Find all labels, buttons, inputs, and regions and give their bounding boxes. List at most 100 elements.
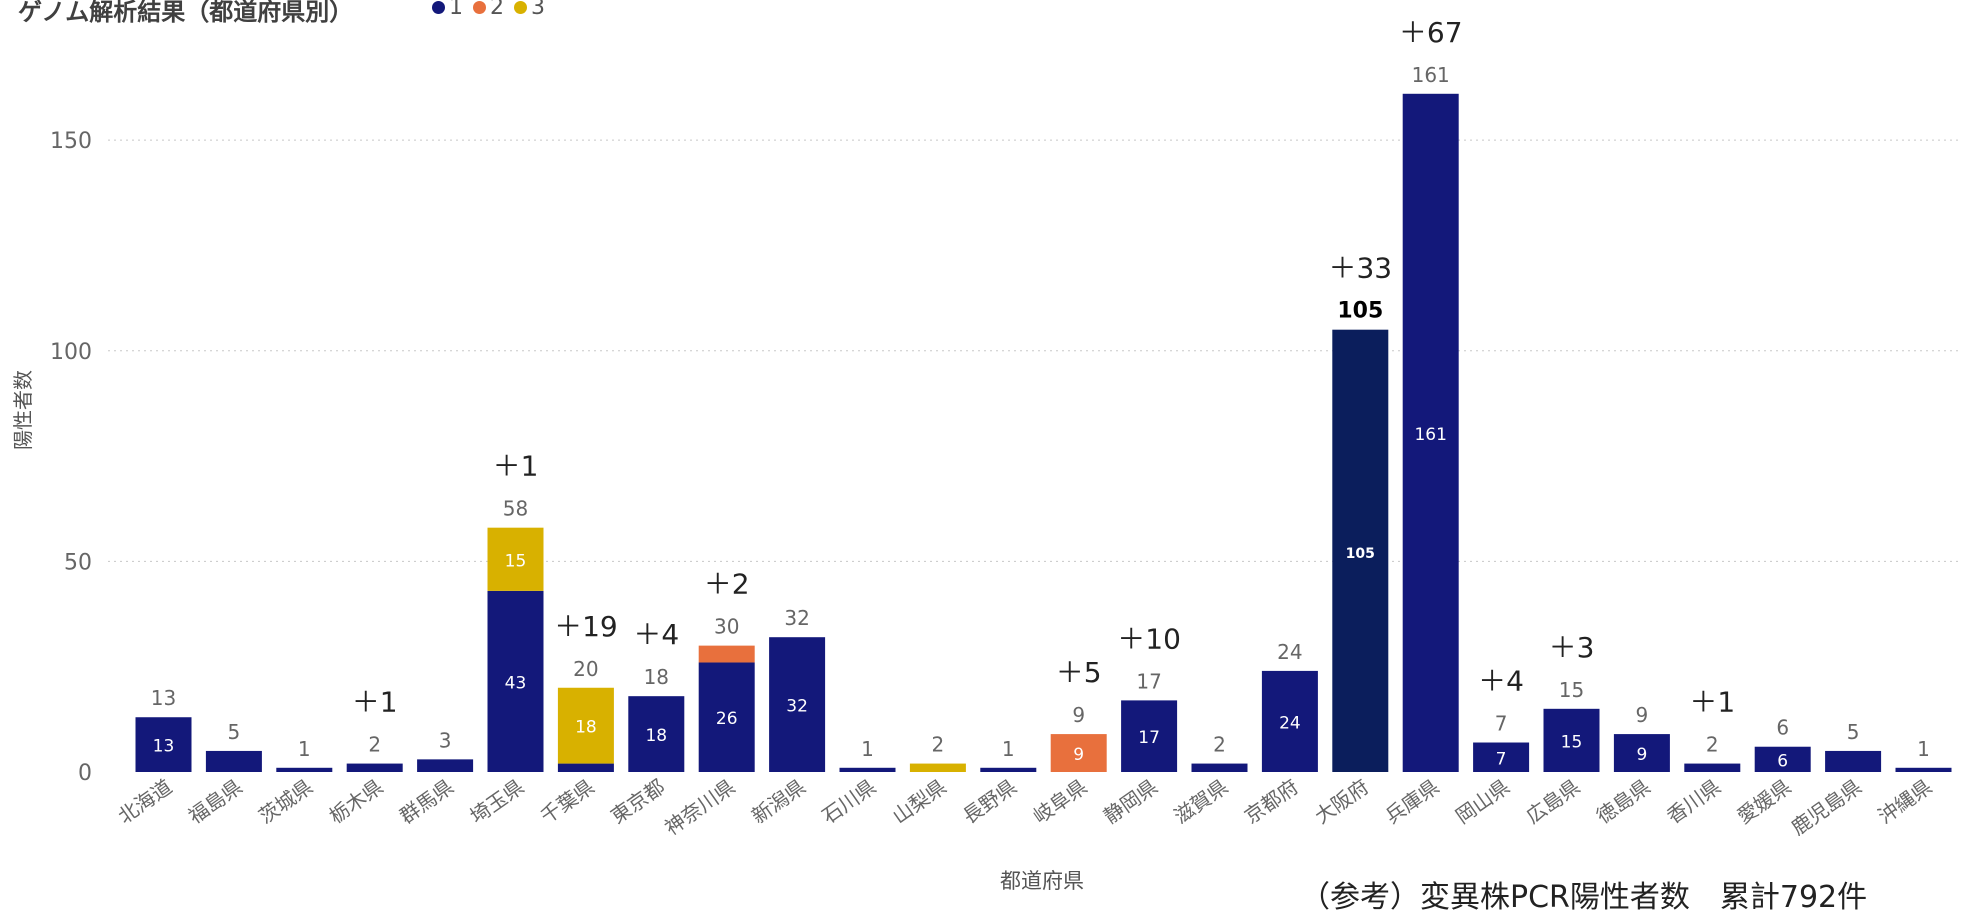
total-label: 20 bbox=[573, 657, 598, 681]
category-label: 福島県 bbox=[184, 774, 247, 828]
total-label: 2 bbox=[1213, 733, 1226, 757]
inner-value-label: 24 bbox=[1279, 713, 1301, 733]
total-label: 1 bbox=[1002, 737, 1015, 761]
increment-annotation: ＋3 bbox=[1549, 631, 1595, 664]
category-label: 埼玉県 bbox=[465, 774, 528, 828]
total-label: 5 bbox=[228, 720, 241, 744]
category-label: 滋賀県 bbox=[1169, 774, 1232, 828]
bar-segment-1 bbox=[417, 759, 474, 772]
bar-segment-3 bbox=[557, 687, 614, 764]
total-label: 18 bbox=[644, 665, 669, 689]
total-label: 105 bbox=[1337, 299, 1383, 324]
bar-segment-1 bbox=[205, 750, 262, 772]
inner-value-label: 161 bbox=[1414, 425, 1446, 445]
bar-segment-1 bbox=[557, 763, 614, 772]
bar-segment-1 bbox=[1402, 93, 1459, 773]
category-label: 広島県 bbox=[1521, 774, 1584, 828]
bar-segment-1 bbox=[1895, 767, 1952, 772]
total-label: 9 bbox=[1072, 703, 1085, 727]
total-label: 13 bbox=[151, 686, 176, 710]
bar-segment-1 bbox=[135, 717, 192, 772]
bar-segment-1 bbox=[1543, 708, 1600, 772]
bar-segment-1 bbox=[1684, 763, 1741, 772]
y-tick-label: 50 bbox=[64, 550, 92, 575]
total-label: 24 bbox=[1277, 640, 1302, 664]
category-label: 山梨県 bbox=[888, 774, 951, 828]
legend-dot-icon bbox=[473, 1, 486, 14]
legend: 1 2 3 bbox=[432, 0, 545, 20]
category-label: 岐阜県 bbox=[1029, 774, 1092, 828]
legend-item-2[interactable]: 2 bbox=[473, 0, 504, 20]
bar-segment-1 bbox=[628, 696, 685, 772]
category-label: 栃木県 bbox=[325, 774, 388, 828]
y-tick-label: 100 bbox=[50, 340, 92, 365]
increment-annotation: ＋1 bbox=[493, 450, 539, 483]
inner-value-label: 18 bbox=[645, 726, 667, 746]
footnote: （参考）変異株PCR陽性者数 累計792件 bbox=[1300, 880, 1868, 915]
total-label: 9 bbox=[1636, 703, 1649, 727]
category-label: 沖縄県 bbox=[1873, 774, 1936, 828]
inner-value-label: 17 bbox=[1138, 728, 1160, 748]
bar-segment-1 bbox=[276, 767, 333, 772]
category-label: 神奈川県 bbox=[660, 774, 739, 840]
x-axis-label: 都道府県 bbox=[1000, 869, 1084, 892]
inner-value-label: 15 bbox=[505, 551, 527, 571]
category-label: 群馬県 bbox=[395, 774, 458, 828]
inner-value-label: 26 bbox=[716, 709, 738, 729]
bar-segment-1 bbox=[1613, 734, 1670, 772]
total-label: 3 bbox=[439, 728, 452, 752]
legend-label-1: 1 bbox=[449, 0, 463, 20]
bar-segment-1 bbox=[1473, 742, 1530, 772]
total-label: 30 bbox=[714, 615, 739, 639]
category-label: 兵庫県 bbox=[1381, 774, 1444, 828]
legend-item-1[interactable]: 1 bbox=[432, 0, 463, 20]
bar-segment-1 bbox=[1121, 700, 1178, 772]
category-label: 石川県 bbox=[817, 774, 880, 828]
inner-value-label: 105 bbox=[1346, 546, 1375, 562]
total-label: 17 bbox=[1136, 669, 1161, 693]
increment-annotation: ＋1 bbox=[352, 686, 398, 719]
bar-segment-1 bbox=[1191, 763, 1248, 772]
bar-segment-3 bbox=[909, 763, 966, 772]
chart-title: ゲノム解析結果（都道府県別） bbox=[18, 0, 354, 26]
total-label: 2 bbox=[932, 733, 945, 757]
inner-value-label: 7 bbox=[1496, 749, 1507, 769]
legend-label-3: 3 bbox=[531, 0, 545, 20]
y-tick-label: 150 bbox=[50, 129, 92, 154]
increment-annotation: ＋33 bbox=[1328, 252, 1392, 285]
total-label: 2 bbox=[1706, 733, 1719, 757]
increment-annotation: ＋4 bbox=[1478, 665, 1524, 698]
category-label: 岡山県 bbox=[1451, 774, 1514, 828]
total-label: 32 bbox=[784, 606, 809, 630]
total-label: 1 bbox=[298, 737, 311, 761]
bar-segment-1 bbox=[698, 662, 755, 772]
bar-segment-1 bbox=[769, 637, 826, 772]
y-tick-label: 0 bbox=[78, 761, 92, 786]
total-label: 1 bbox=[1917, 737, 1930, 761]
bar-segment-1 bbox=[980, 767, 1037, 772]
total-label: 58 bbox=[503, 497, 528, 521]
category-label: 徳島県 bbox=[1592, 774, 1655, 828]
inner-value-label: 18 bbox=[575, 718, 597, 738]
bar-segment-2 bbox=[698, 645, 755, 663]
total-label: 15 bbox=[1559, 678, 1584, 702]
increment-annotation: ＋5 bbox=[1056, 656, 1102, 689]
total-label: 5 bbox=[1847, 720, 1860, 744]
legend-item-3[interactable]: 3 bbox=[514, 0, 545, 20]
bar-segment-3 bbox=[487, 527, 544, 591]
increment-annotation: ＋10 bbox=[1117, 622, 1181, 655]
category-label: 大阪府 bbox=[1310, 774, 1373, 828]
category-label: 千葉県 bbox=[536, 774, 599, 828]
category-label: 鹿児島県 bbox=[1787, 774, 1866, 840]
category-label: 京都府 bbox=[1240, 774, 1303, 828]
increment-annotation: ＋4 bbox=[633, 618, 679, 651]
bar-segment-1 bbox=[487, 590, 544, 772]
inner-value-label: 9 bbox=[1636, 745, 1647, 765]
inner-value-label: 9 bbox=[1073, 745, 1084, 765]
category-label: 茨城県 bbox=[254, 774, 317, 828]
bar-segment-1 bbox=[1261, 670, 1318, 772]
inner-value-label: 32 bbox=[786, 697, 808, 717]
increment-annotation: ＋2 bbox=[704, 568, 750, 601]
legend-dot-icon bbox=[514, 1, 527, 14]
